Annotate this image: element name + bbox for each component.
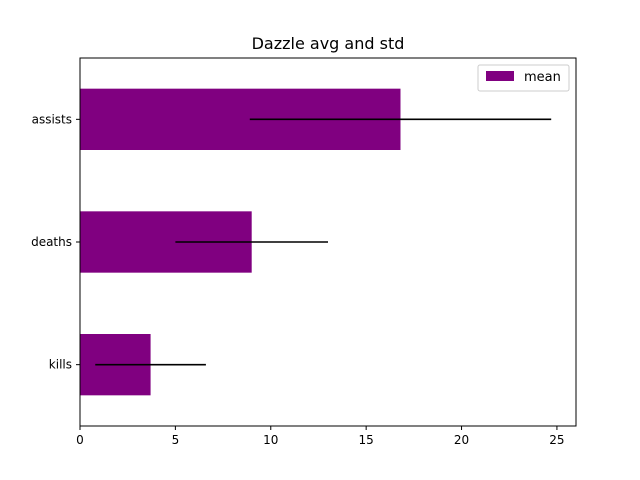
x-tick-label-5: 5 — [172, 433, 180, 447]
y-axis: kills deaths assists — [31, 112, 80, 372]
y-tick-label-assists: assists — [32, 112, 72, 126]
legend: mean — [477, 64, 570, 92]
y-tick-label-kills: kills — [49, 358, 72, 372]
errorbars-layer — [95, 118, 552, 366]
legend-label-mean: mean — [524, 70, 561, 85]
x-tick-label-0: 0 — [76, 433, 84, 447]
x-tick-label-20: 20 — [454, 433, 469, 447]
x-tick-label-10: 10 — [263, 433, 278, 447]
y-tick-label-deaths: deaths — [31, 235, 72, 249]
x-axis: 0 5 10 15 20 25 — [76, 426, 565, 447]
x-tick-label-15: 15 — [359, 433, 374, 447]
chart-title: Dazzle avg and std — [252, 34, 405, 53]
legend-swatch-mean — [486, 71, 514, 81]
x-tick-label-25: 25 — [549, 433, 564, 447]
